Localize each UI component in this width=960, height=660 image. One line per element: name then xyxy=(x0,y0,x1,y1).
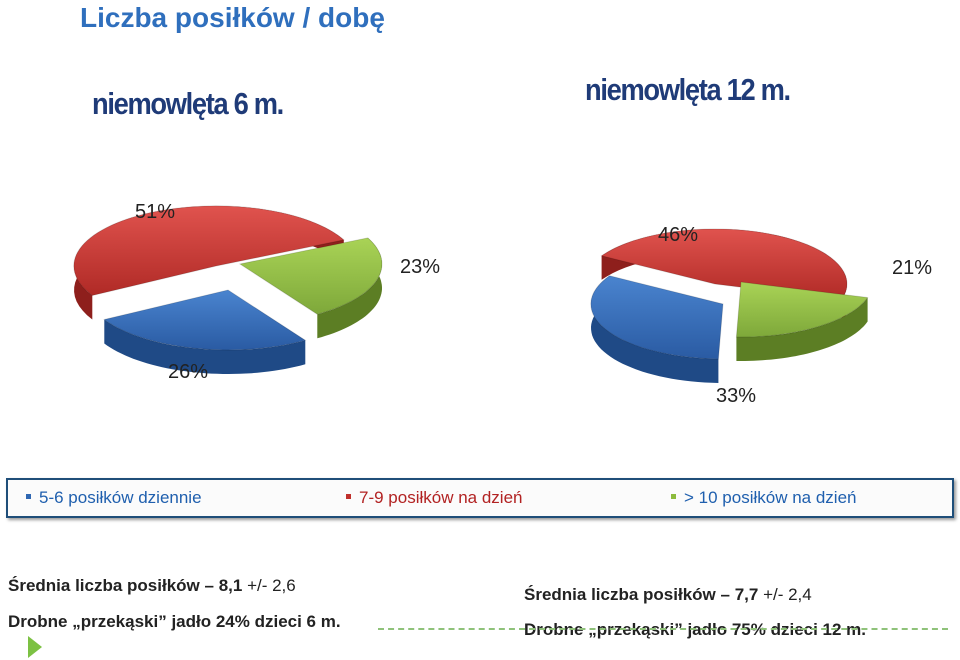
chart-title-6m: niemowlęta 6 m. xyxy=(92,86,284,121)
pie-slice-top xyxy=(600,228,848,301)
pie-charts: 26% 51% 23% 33% 46% 21% xyxy=(73,201,932,407)
pie-slice-2 xyxy=(735,281,869,361)
legend-square-icon xyxy=(671,494,676,500)
pie-slice-top xyxy=(238,237,383,315)
pie-chart-12m: 33% 46% 21% xyxy=(590,224,932,407)
play-arrow-icon xyxy=(28,636,42,658)
chart-title-12m: niemowlęta 12 m. xyxy=(585,72,791,107)
snacks-left: Drobne „przekąski” jadło 24% dzieci 6 m. xyxy=(8,612,341,631)
pie-slice-side xyxy=(104,319,306,374)
pie-data-label: 26% xyxy=(168,361,208,383)
mean-left: Średnia liczba posiłków – 8,1 +/- 2,6 xyxy=(8,576,296,595)
pie-data-label: 21% xyxy=(892,257,932,279)
legend-square-icon xyxy=(26,494,31,500)
pie-data-label: 23% xyxy=(400,256,440,278)
pie-data-label: 33% xyxy=(716,385,756,407)
pie-slice-side xyxy=(317,237,382,339)
pie-slice-0 xyxy=(590,275,724,383)
legend-item-7-9: 7-9 posiłków na dzień xyxy=(346,488,522,508)
legend: 5-6 posiłków dziennie 7-9 posiłków na dz… xyxy=(6,478,954,518)
pie-slice-1 xyxy=(600,228,848,324)
legend-item-5-6: 5-6 posiłków dziennie xyxy=(26,488,202,508)
pie-data-label: 46% xyxy=(658,224,698,246)
dashed-divider xyxy=(378,628,948,630)
pie-slice-top xyxy=(735,281,869,338)
pie-slice-1 xyxy=(73,205,345,320)
pie-slice-top xyxy=(103,289,307,351)
legend-square-icon xyxy=(346,494,351,500)
pie-chart-6m: 26% 51% 23% xyxy=(73,201,440,383)
mean-right: Średnia liczba posiłków – 7,7 +/- 2,4 xyxy=(524,585,812,604)
legend-item-10plus: > 10 posiłków na dzień xyxy=(671,488,856,508)
pie-data-label: 51% xyxy=(135,201,175,223)
pie-slice-0 xyxy=(103,289,307,374)
snacks-right: Drobne „przekąski” jadło 75% dzieci 12 m… xyxy=(524,620,867,639)
pie-slice-2 xyxy=(238,237,383,339)
page-title: Liczba posiłków / dobę xyxy=(80,2,385,33)
pie-slice-top xyxy=(73,205,345,297)
pie-slice-side xyxy=(736,297,868,361)
pie-slice-side xyxy=(591,275,719,383)
pie-slice-top xyxy=(590,275,724,360)
